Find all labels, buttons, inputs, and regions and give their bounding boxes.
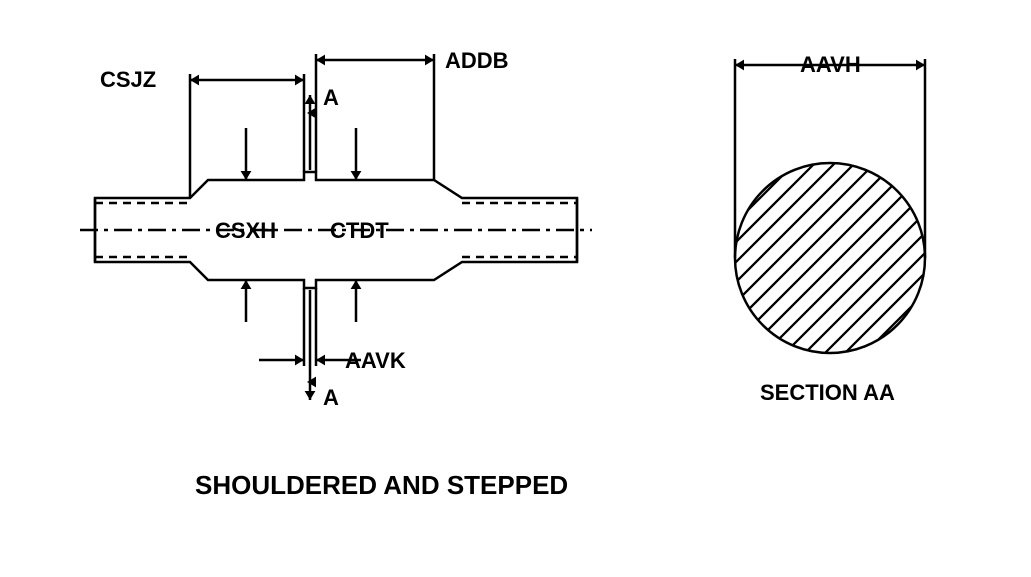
label-aavh: AAVH bbox=[800, 52, 861, 78]
label-addb: ADDB bbox=[445, 48, 509, 74]
label-ctdt: CTDT bbox=[330, 218, 389, 244]
label-csxh: CSXH bbox=[215, 218, 276, 244]
label-a-top: A bbox=[323, 85, 339, 111]
label-csjz: CSJZ bbox=[100, 67, 156, 93]
diagram-title: SHOULDERED AND STEPPED bbox=[195, 470, 568, 501]
label-a-bot: A bbox=[323, 385, 339, 411]
section-label: SECTION AA bbox=[760, 380, 895, 406]
label-aavk: AAVK bbox=[345, 348, 406, 374]
